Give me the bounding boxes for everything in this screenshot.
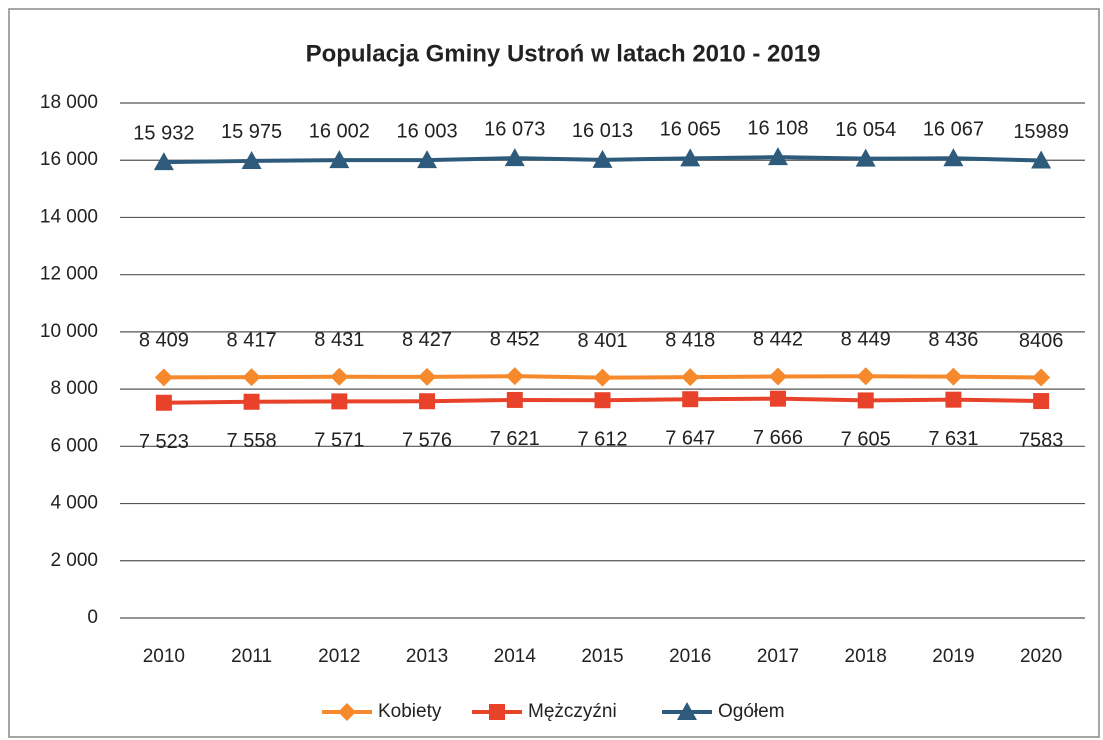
data-point [945,391,962,408]
y-tick-label: 8 000 [50,378,98,399]
data-label: 8 409 [139,330,189,352]
data-label: 7 605 [841,429,891,451]
data-label: 7 631 [928,428,978,450]
data-label: 15989 [1013,121,1069,143]
x-tick-label: 2016 [669,646,711,667]
legend-label: Ogółem [718,701,785,722]
x-tick-label: 2011 [231,646,272,667]
data-label: 8 401 [577,330,627,352]
data-label: 7 523 [139,431,189,453]
data-label: 16 073 [484,118,545,140]
data-label: 7583 [1019,429,1064,451]
data-point [506,391,523,408]
x-tick-label: 2019 [932,646,974,667]
data-label: 16 003 [396,120,457,142]
data-point [682,391,699,408]
data-point [857,392,874,409]
data-label: 16 067 [923,119,984,141]
data-point [592,149,613,168]
data-label: 15 975 [221,121,282,143]
data-label: 7 576 [402,430,452,452]
y-tick-label: 18 000 [40,92,98,113]
data-label: 8 442 [753,329,803,351]
y-tick-label: 16 000 [40,149,98,170]
x-tick-label: 2010 [143,646,185,667]
data-point [329,150,350,169]
data-point [330,367,349,386]
data-point [681,368,700,387]
y-tick-label: 14 000 [40,206,98,227]
data-point [856,367,875,386]
data-point [153,152,174,171]
data-label: 7 612 [577,428,627,450]
data-label: 7 647 [665,427,715,449]
data-label: 8 431 [314,329,364,351]
data-point [943,148,964,167]
data-point [243,393,260,410]
legend-label: Mężczyźni [528,701,617,722]
data-point [594,392,611,409]
data-label: 15 932 [133,122,194,144]
data-point [768,367,787,386]
data-point [855,148,876,167]
data-label: 8 436 [928,329,978,351]
data-point [241,150,262,169]
data-point [331,393,348,410]
data-point [242,368,261,387]
x-tick-label: 2013 [406,646,448,667]
data-point [680,148,701,167]
data-point [1031,150,1052,169]
y-tick-label: 0 [87,607,98,628]
data-point [417,150,438,169]
y-tick-label: 10 000 [40,321,98,342]
legend-marker [677,702,697,720]
data-label: 7 558 [227,430,277,452]
y-tick-label: 4 000 [50,493,98,514]
data-label: 7 666 [753,427,803,449]
x-tick-label: 2015 [581,646,623,667]
data-label: 7 571 [314,430,364,452]
data-label: 8 427 [402,329,452,351]
x-tick-label: 2020 [1020,646,1062,667]
data-point [593,368,612,387]
data-point [154,368,173,387]
x-tick-label: 2017 [757,646,799,667]
x-tick-label: 2018 [845,646,887,667]
data-point [504,148,525,167]
data-point [767,147,788,166]
data-label: 16 013 [572,120,633,142]
data-label: 16 065 [660,119,721,141]
data-label: 16 054 [835,119,896,141]
data-point [769,390,786,407]
chart-title: Populacja Gminy Ustroń w latach 2010 - 2… [306,40,821,67]
chart-frame [8,8,1100,738]
data-point [1032,368,1051,387]
legend-marker [338,703,356,721]
data-label: 8406 [1019,330,1064,352]
y-tick-label: 6 000 [50,435,98,456]
legend-label: Kobiety [378,701,442,722]
x-tick-label: 2012 [318,646,360,667]
data-label: 8 449 [841,329,891,351]
data-point [418,367,437,386]
data-label: 8 417 [227,329,277,351]
legend-marker [489,704,505,720]
data-label: 7 621 [490,428,540,450]
data-point [419,393,436,410]
data-point [1033,393,1050,410]
data-point [155,394,172,411]
x-tick-label: 2014 [494,646,537,667]
data-label: 16 002 [309,120,370,142]
data-label: 8 418 [665,329,715,351]
data-point [505,367,524,386]
y-tick-label: 2 000 [50,550,98,571]
y-tick-label: 12 000 [40,264,98,285]
data-label: 8 452 [490,328,540,350]
data-point [944,367,963,386]
data-label: 16 108 [747,117,808,139]
